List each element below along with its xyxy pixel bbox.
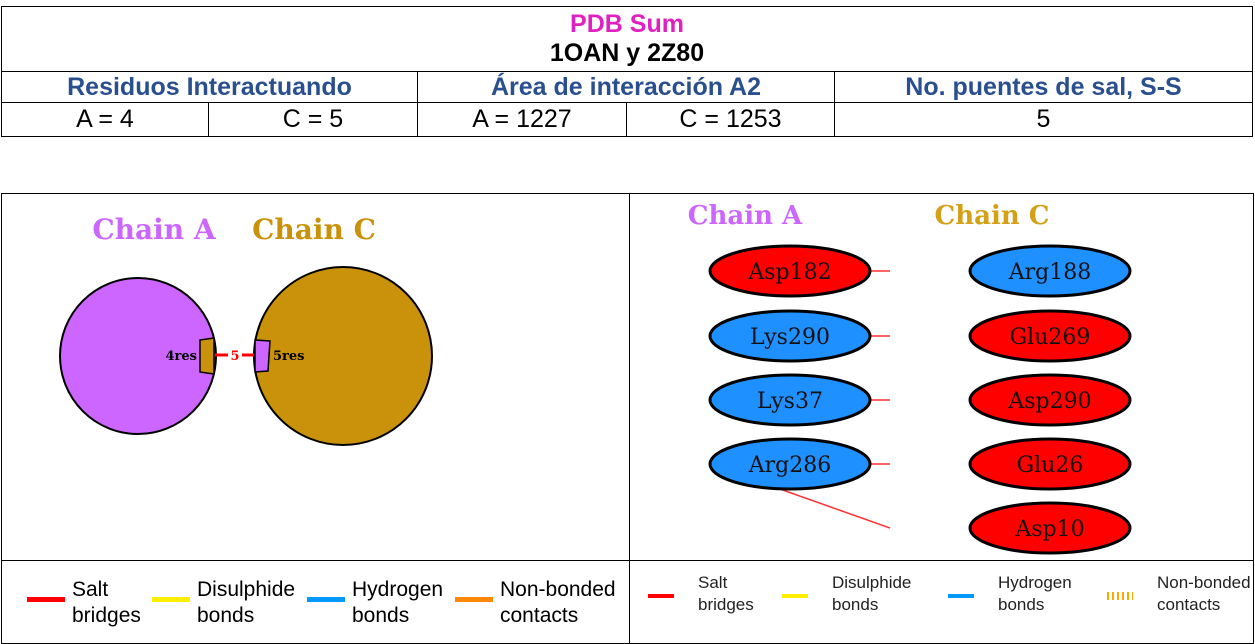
residue-label: Glu26	[1017, 453, 1084, 478]
title-cell: PDB Sum 1OAN y 2Z80	[0, 6, 1254, 72]
residue-label: Arg188	[1008, 260, 1091, 285]
legend-label: Non-bonded contacts	[1157, 572, 1251, 616]
bond-count: 5	[230, 349, 239, 364]
summary-subtitle: 1OAN y 2Z80	[549, 39, 705, 67]
value-area-a: A = 1227	[417, 102, 627, 137]
left-legend-cell: Salt bridges Disulphide bonds Hydrogen bonds N…	[1, 560, 630, 644]
residue-ellipse	[968, 437, 1132, 491]
header-interacting-residues: Residuos Interactuando	[1, 71, 418, 103]
legend-label-line1: Salt	[72, 578, 109, 601]
header-interaction-area: Área de interacción A2	[417, 71, 835, 103]
residue-label: Asp10	[1014, 517, 1084, 542]
residue-ellipse	[708, 244, 872, 298]
legend-label-line1: Non-bonded	[1157, 573, 1251, 592]
legend-label-line1: Non-bonded	[500, 578, 616, 601]
legend-label-line2: contacts	[1157, 595, 1221, 614]
summary-table: PDB Sum 1OAN y 2Z80 Residuos Interactuan…	[0, 6, 1254, 137]
chain-c-interface-patch	[254, 339, 271, 373]
legend-swatch	[782, 594, 808, 598]
residue-c-3: Glu26	[968, 437, 1132, 491]
residue-a-2: Lys37	[708, 373, 872, 427]
legend-label-line2: bonds	[352, 604, 410, 627]
right-chain-a-label: Chain A	[688, 201, 803, 231]
residue-ellipse	[968, 309, 1132, 363]
residue-ellipse	[968, 373, 1132, 427]
value-residues-a: A = 4	[1, 102, 209, 137]
residue-ellipse	[968, 244, 1132, 298]
legend-label-line2: bridges	[698, 595, 754, 614]
legend-label: Salt bridges	[698, 572, 754, 616]
right-diagram: Chain A Chain C Asp182 Lys290 Lys37 Arg286 A…	[630, 194, 1253, 560]
summary-title: PDB Sum	[570, 10, 684, 38]
legend-label-line2: bonds	[998, 595, 1045, 614]
legend-label: Salt bridges	[72, 577, 141, 629]
residue-interaction-svg: Chain A Chain C Asp182Lys290Lys37Arg286A…	[688, 201, 1132, 555]
legend-label-line1: Disulphide	[832, 573, 912, 592]
residue-label: Asp182	[747, 260, 831, 285]
legend-label-line2: bonds	[832, 595, 879, 614]
legend-label-line1: Salt	[698, 573, 728, 592]
legend-label-line1: Hydrogen	[352, 578, 444, 601]
residue-ellipse	[968, 501, 1132, 555]
residue-label: Arg286	[748, 453, 831, 478]
legend-label: Disulphide bonds	[832, 572, 911, 616]
left-diagram-cell: Chain A Chain C 5 4res 5res	[1, 193, 630, 561]
residue-layer: Asp182 Lys290 Lys37 Arg286 Arg188 Glu269 Asp29…	[708, 244, 1132, 555]
legend-swatch	[648, 594, 674, 598]
residue-label: Lys37	[757, 389, 823, 414]
legend-swatch	[152, 597, 190, 602]
left-legend: Salt bridges Disulphide bonds Hydrogen bonds N…	[2, 561, 629, 643]
legend-swatch	[455, 597, 493, 602]
right-legend: Salt bridges Disulphide bonds Hydrogen bonds N…	[630, 561, 1253, 643]
legend-label-line1: Hydrogen	[998, 573, 1072, 592]
legend-label-line1: Disulphide	[197, 578, 296, 601]
residue-label: Glu269	[1010, 325, 1091, 350]
chain-c-res-count: 5res	[273, 349, 304, 364]
legend-swatch	[1107, 592, 1133, 600]
legend-label: Non-bonded contacts	[500, 577, 616, 629]
left-diagram: Chain A Chain C 5 4res 5res	[2, 194, 629, 560]
residue-ellipse	[708, 437, 872, 491]
legend-label-line2: bridges	[72, 604, 141, 627]
residue-a-1: Lys290	[708, 309, 872, 363]
residue-ellipse	[708, 373, 872, 427]
value-residues-c: C = 5	[208, 102, 418, 137]
value-area-c: C = 1253	[626, 102, 835, 137]
residue-c-0: Arg188	[968, 244, 1132, 298]
chain-a-interface-patch	[199, 337, 215, 375]
legend-label: Hydrogen bonds	[352, 577, 443, 629]
legend-swatch	[307, 597, 345, 602]
chain-a-res-count: 4res	[166, 349, 197, 364]
chain-a-label: Chain A	[92, 213, 217, 246]
residue-a-0: Asp182	[708, 244, 872, 298]
right-legend-cell: Salt bridges Disulphide bonds Hydrogen bonds N…	[629, 560, 1254, 644]
legend-label: Hydrogen bonds	[998, 572, 1072, 616]
residue-a-3: Arg286	[708, 437, 872, 491]
residue-c-4: Asp10	[968, 501, 1132, 555]
legend-swatch	[27, 597, 65, 602]
residue-label: Asp290	[1007, 389, 1091, 414]
value-salt-bridges: 5	[833, 102, 1254, 137]
legend-label-line2: contacts	[500, 604, 579, 627]
residue-c-2: Asp290	[968, 373, 1132, 427]
right-chain-c-label: Chain C	[935, 201, 1050, 231]
header-salt-bridges: No. puentes de sal, S-S	[833, 71, 1254, 103]
chain-interface-svg: Chain A Chain C 5 4res 5res	[59, 213, 433, 446]
residue-ellipse	[708, 309, 872, 363]
right-diagram-cell: Chain A Chain C Asp182 Lys290 Lys37 Arg286 A…	[629, 193, 1254, 561]
chain-c-label: Chain C	[252, 213, 376, 246]
legend-swatch	[948, 594, 974, 598]
legend-label-line2: bonds	[197, 604, 255, 627]
residue-c-1: Glu269	[968, 309, 1132, 363]
residue-label: Lys290	[750, 325, 830, 350]
diagram-table: Chain A Chain C 5 4res 5res Chain A	[1, 193, 1254, 644]
legend-label: Disulphide bonds	[197, 577, 295, 629]
